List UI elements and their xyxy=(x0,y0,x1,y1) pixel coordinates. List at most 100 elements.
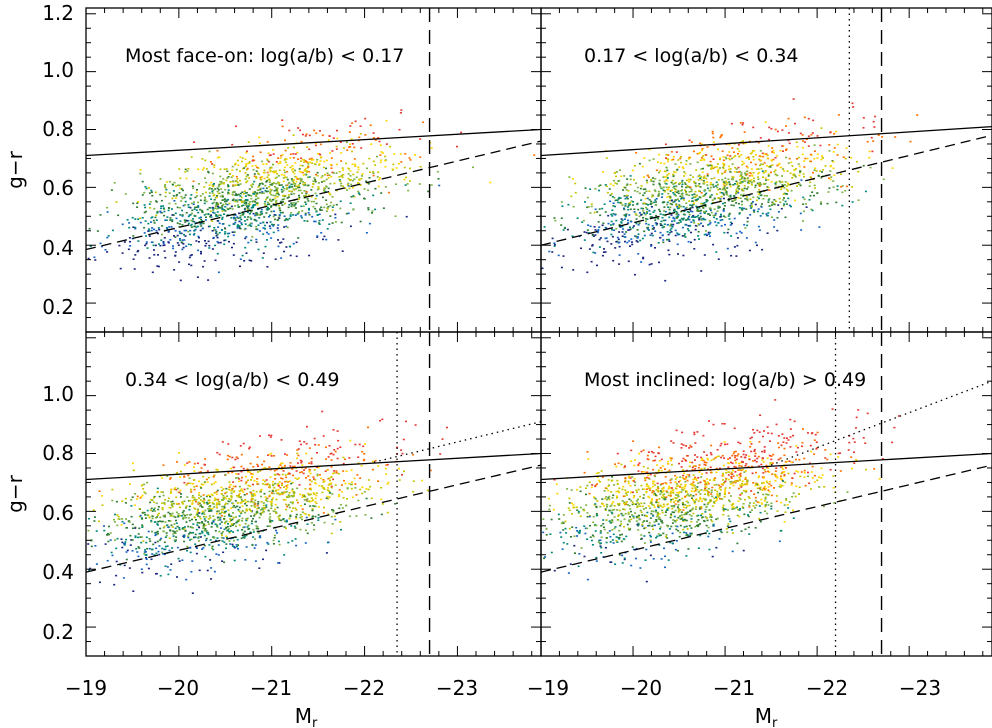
data-point xyxy=(210,567,213,569)
data-point xyxy=(163,502,166,504)
data-point xyxy=(140,536,143,538)
data-point xyxy=(783,203,786,205)
data-point xyxy=(296,213,299,215)
data-point xyxy=(141,194,144,196)
data-point xyxy=(651,227,654,230)
data-point xyxy=(95,530,98,532)
data-point xyxy=(181,215,184,217)
data-point xyxy=(283,166,286,169)
data-point xyxy=(317,514,320,516)
data-point xyxy=(141,494,144,497)
data-point xyxy=(285,519,288,522)
data-point xyxy=(200,222,203,225)
data-point xyxy=(696,161,699,164)
data-point xyxy=(296,457,298,460)
data-point xyxy=(207,171,210,174)
data-point xyxy=(282,186,285,188)
data-point xyxy=(249,462,252,465)
data-point xyxy=(285,485,288,487)
data-point xyxy=(215,235,218,237)
data-point xyxy=(694,216,696,218)
data-point xyxy=(613,196,616,199)
data-point xyxy=(284,149,287,152)
data-point xyxy=(862,127,865,129)
data-point xyxy=(754,154,757,156)
data-point xyxy=(655,169,658,172)
data-point xyxy=(574,191,577,194)
data-point xyxy=(772,158,775,161)
data-point xyxy=(250,505,253,507)
data-point xyxy=(238,506,241,509)
data-point xyxy=(717,207,720,209)
data-point xyxy=(266,176,269,178)
data-point xyxy=(189,254,192,257)
data-point xyxy=(686,228,689,230)
data-point xyxy=(609,200,612,203)
data-point xyxy=(794,122,796,125)
data-point xyxy=(589,212,592,214)
data-point xyxy=(237,477,240,479)
data-point xyxy=(280,173,283,176)
data-point xyxy=(759,137,762,139)
data-point xyxy=(174,254,177,257)
data-point xyxy=(446,426,448,429)
data-point xyxy=(346,149,349,151)
data-point xyxy=(150,519,153,522)
data-point xyxy=(315,161,318,163)
data-point xyxy=(331,171,334,174)
data-point xyxy=(634,213,637,215)
data-point xyxy=(352,173,355,176)
data-point xyxy=(721,202,724,205)
data-point xyxy=(799,170,802,172)
data-point xyxy=(703,210,705,213)
data-point xyxy=(171,504,174,507)
data-point xyxy=(148,516,151,519)
data-point xyxy=(269,198,271,201)
data-point xyxy=(90,539,93,542)
data-point xyxy=(215,493,218,495)
data-point xyxy=(297,237,300,239)
data-point xyxy=(551,251,554,253)
data-point xyxy=(283,169,286,171)
data-point xyxy=(362,162,365,165)
data-point xyxy=(662,186,665,188)
data-point xyxy=(288,181,291,184)
data-point xyxy=(281,466,283,469)
data-point xyxy=(342,470,345,472)
data-point xyxy=(179,239,182,242)
data-point xyxy=(164,195,167,198)
data-point xyxy=(297,454,300,457)
data-point xyxy=(325,210,328,212)
data-point xyxy=(720,213,722,216)
data-point xyxy=(301,494,304,497)
data-point xyxy=(113,583,116,586)
data-point xyxy=(241,205,243,207)
data-point xyxy=(671,522,674,524)
data-point xyxy=(712,144,715,146)
data-point xyxy=(198,497,200,499)
data-point xyxy=(271,198,274,201)
data-point xyxy=(833,133,836,135)
data-point xyxy=(132,235,135,237)
data-point xyxy=(396,446,398,449)
data-point xyxy=(801,153,804,156)
data-point xyxy=(693,180,696,183)
data-point xyxy=(171,197,174,200)
data-point xyxy=(253,479,256,482)
data-point xyxy=(403,178,406,181)
data-point xyxy=(202,511,205,514)
data-point xyxy=(758,197,760,200)
data-point xyxy=(690,520,693,523)
data-point xyxy=(320,485,323,487)
data-point xyxy=(672,158,675,161)
data-point xyxy=(587,206,590,208)
data-point xyxy=(232,485,235,488)
data-point xyxy=(186,496,189,498)
data-point xyxy=(289,501,292,504)
data-point xyxy=(225,179,228,182)
data-point xyxy=(289,462,292,464)
data-point xyxy=(437,178,440,180)
data-point xyxy=(278,562,281,564)
data-point xyxy=(360,147,363,149)
data-point xyxy=(235,473,238,475)
